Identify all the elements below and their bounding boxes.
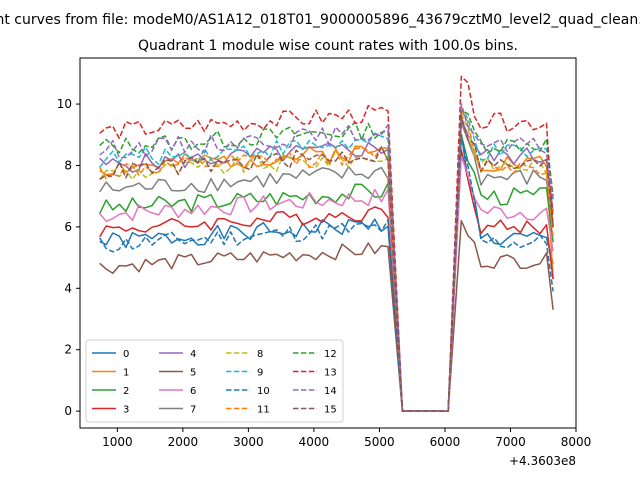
series-line-2: [99, 134, 554, 412]
x-axis: 1000 2000 3000 4000 5000 6000 7000 8000: [102, 428, 591, 449]
y-tick-label: 0: [64, 404, 72, 418]
series-line-14: [99, 103, 554, 412]
series-layer: [99, 75, 554, 412]
legend-label-12: 12: [324, 349, 337, 360]
legend-label-10: 10: [257, 386, 270, 397]
y-axis: 0 2 4 6 8 10: [57, 97, 80, 418]
series-line-7: [99, 121, 554, 412]
series-line-15: [99, 115, 554, 412]
x-tick-label: 4000: [299, 435, 330, 449]
legend-label-15: 15: [324, 405, 337, 416]
x-tick-label: 6000: [430, 435, 461, 449]
plot-frame: [79, 57, 577, 429]
y-tick-label: 4: [64, 281, 72, 295]
y-tick-label: 2: [64, 343, 72, 357]
series-line-5: [99, 219, 554, 412]
series-line-11: [99, 109, 554, 412]
legend-label-0: 0: [123, 349, 129, 360]
y-tick-label: 10: [57, 97, 72, 111]
y-tick-label: 6: [64, 220, 72, 234]
x-tick-label: 5000: [364, 435, 395, 449]
legend-label-3: 3: [123, 405, 129, 416]
legend-label-5: 5: [190, 368, 196, 379]
figure-suptitle: Light curves from file: modeM0/AS1A12_01…: [0, 12, 640, 28]
series-line-6: [99, 155, 554, 412]
legend-box: [85, 339, 344, 423]
series-line-9: [99, 106, 554, 412]
legend-label-9: 9: [257, 368, 263, 379]
series-line-10: [99, 134, 554, 412]
legend-label-1: 1: [123, 368, 129, 379]
x-offset-label: +4.3603e8: [509, 454, 576, 468]
x-tick-label: 1000: [102, 435, 133, 449]
legend-label-11: 11: [257, 405, 270, 416]
x-tick-label: 7000: [495, 435, 526, 449]
y-tick-label: 8: [64, 158, 72, 172]
legend-label-6: 6: [190, 386, 196, 397]
legend-label-13: 13: [324, 368, 337, 379]
series-line-8: [99, 112, 554, 412]
legend-label-14: 14: [324, 386, 337, 397]
x-tick-label: 8000: [561, 435, 592, 449]
x-tick-label: 2000: [168, 435, 199, 449]
x-tick-label: 3000: [233, 435, 264, 449]
legend-label-2: 2: [123, 386, 129, 397]
chart-title: Quadrant 1 module wise count rates with …: [138, 38, 518, 54]
series-line-13: [99, 75, 554, 412]
legend-label-7: 7: [190, 405, 196, 416]
legend-label-8: 8: [257, 349, 263, 360]
series-line-12: [99, 109, 554, 412]
legend-label-4: 4: [190, 349, 196, 360]
